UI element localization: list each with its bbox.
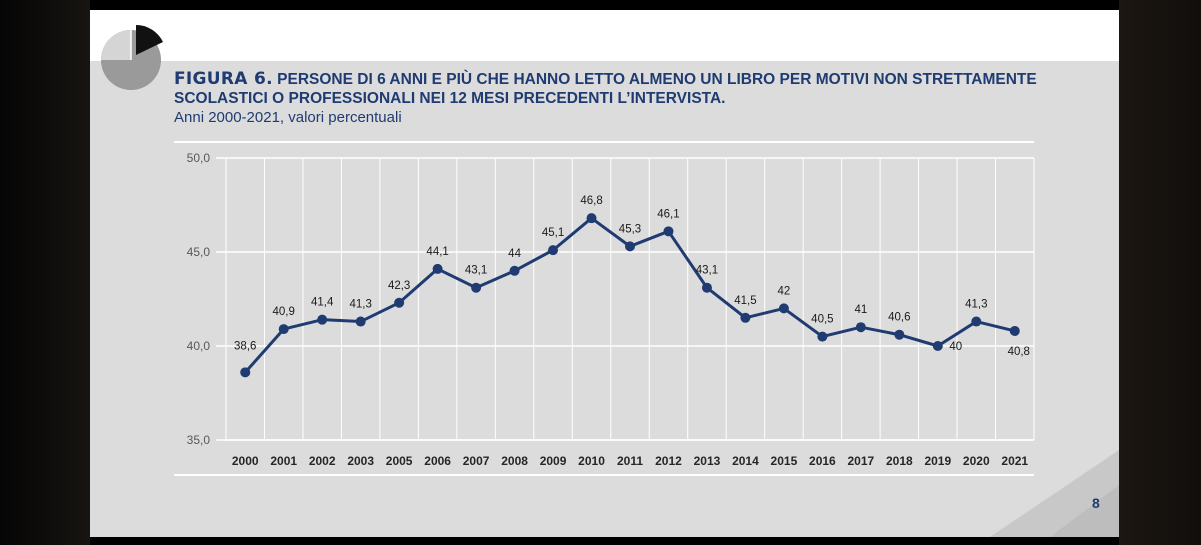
data-label: 45,1 <box>542 227 564 239</box>
data-point <box>548 245 559 256</box>
data-point <box>355 316 366 327</box>
data-point <box>625 241 635 252</box>
data-point <box>701 282 712 293</box>
x-tick-label: 2009 <box>540 454 567 468</box>
data-label: 40,8 <box>1008 346 1030 358</box>
data-label: 41,3 <box>349 299 371 311</box>
chart-data-labels: 38,6 40,9 41,4 41,3 42,3 44,1 43,1 44 45,1 46,8 45… <box>234 195 1030 358</box>
figure-title: FIGURA 6. PERSONE DI 6 ANNI E PIÙ CHE HA… <box>174 70 1054 108</box>
x-tick-label: 2000 <box>232 454 259 468</box>
data-point <box>240 367 251 378</box>
data-label: 41 <box>854 304 867 316</box>
x-tick-label: 2014 <box>732 454 759 468</box>
data-point <box>317 314 328 325</box>
x-tick-label: 2011 <box>617 454 643 468</box>
chart-grid <box>216 157 1035 441</box>
data-label: 40,6 <box>888 312 910 324</box>
data-point <box>855 322 866 333</box>
x-tick-label: 2007 <box>463 454 490 468</box>
y-tick-label: 35,0 <box>187 433 211 447</box>
x-tick-label: 2019 <box>924 454 951 468</box>
pie-chart-icon <box>101 25 163 90</box>
x-tick-label: 2003 <box>347 454 374 468</box>
series-line <box>244 216 1016 374</box>
chart-series <box>240 213 1020 378</box>
x-tick-label: 2005 <box>386 454 413 468</box>
corner-decoration <box>990 450 1119 537</box>
x-tick-label: 2020 <box>963 454 990 468</box>
data-point <box>663 226 674 237</box>
data-point <box>817 331 828 342</box>
data-label: 45,3 <box>619 223 641 235</box>
x-tick-label: 2006 <box>424 454 451 468</box>
data-label: 43,1 <box>696 265 718 277</box>
data-point <box>471 282 482 293</box>
figure-subtitle: Anni 2000-2021, valori percentuali <box>174 109 402 126</box>
data-point <box>432 263 443 274</box>
data-label: 43,1 <box>465 265 487 277</box>
data-label: 42 <box>778 285 791 297</box>
data-label: 38,6 <box>234 340 256 352</box>
x-tick-label: 2013 <box>694 454 721 468</box>
data-point <box>586 213 597 224</box>
data-label: 41,4 <box>311 297 334 309</box>
data-point <box>971 316 982 327</box>
data-point <box>278 324 289 335</box>
data-label: 40,5 <box>811 314 833 326</box>
y-tick-label: 40,0 <box>187 339 211 353</box>
data-point <box>778 303 789 314</box>
slide-background <box>90 61 1119 537</box>
x-tick-label: 2001 <box>270 454 297 468</box>
data-point <box>394 297 405 308</box>
data-label: 44 <box>508 248 521 260</box>
figure-title-text: PERSONE DI 6 ANNI E PIÙ CHE HANNO LETTO … <box>174 71 1037 107</box>
page-number: 8 <box>1092 495 1100 511</box>
x-tick-label: 2008 <box>501 454 528 468</box>
x-tick-label: 2018 <box>886 454 913 468</box>
data-point <box>1009 325 1020 336</box>
x-tick-label: 2021 <box>1001 454 1028 468</box>
y-tick-label: 50,0 <box>187 151 211 165</box>
x-tick-label: 2010 <box>578 454 605 468</box>
data-label: 44,1 <box>426 246 448 258</box>
data-label: 40,9 <box>273 306 295 318</box>
x-tick-label: 2016 <box>809 454 836 468</box>
line-chart: 35,0 40,0 45,0 50,0 2000 2001 2002 2003 2005 2006… <box>174 141 1035 476</box>
x-tick-label: 2015 <box>771 454 798 468</box>
figure-number: FIGURA 6. <box>174 69 273 89</box>
data-label: 41,3 <box>965 299 987 311</box>
data-point <box>894 329 905 340</box>
x-tick-label: 2017 <box>848 454 875 468</box>
y-tick-label: 45,0 <box>187 245 211 259</box>
right-dark-border <box>1119 0 1201 545</box>
data-label: 46,1 <box>657 208 679 220</box>
figure-header: FIGURA 6. PERSONE DI 6 ANNI E PIÙ CHE HA… <box>174 70 1054 127</box>
left-dark-border <box>0 0 90 545</box>
presentation-slide: FIGURA 6. PERSONE DI 6 ANNI E PIÙ CHE HA… <box>90 10 1119 537</box>
data-label: 42,3 <box>388 280 410 292</box>
data-label: 46,8 <box>580 195 602 207</box>
x-tick-label: 2002 <box>309 454 336 468</box>
data-point <box>509 265 520 276</box>
data-point <box>740 312 751 323</box>
x-tick-label: 2012 <box>655 454 682 468</box>
data-label: 41,5 <box>734 295 756 307</box>
chart-axes: 35,0 40,0 45,0 50,0 2000 2001 2002 2003 2005 2006… <box>174 141 1034 476</box>
data-point <box>932 341 943 351</box>
data-label: 40 <box>949 341 962 353</box>
